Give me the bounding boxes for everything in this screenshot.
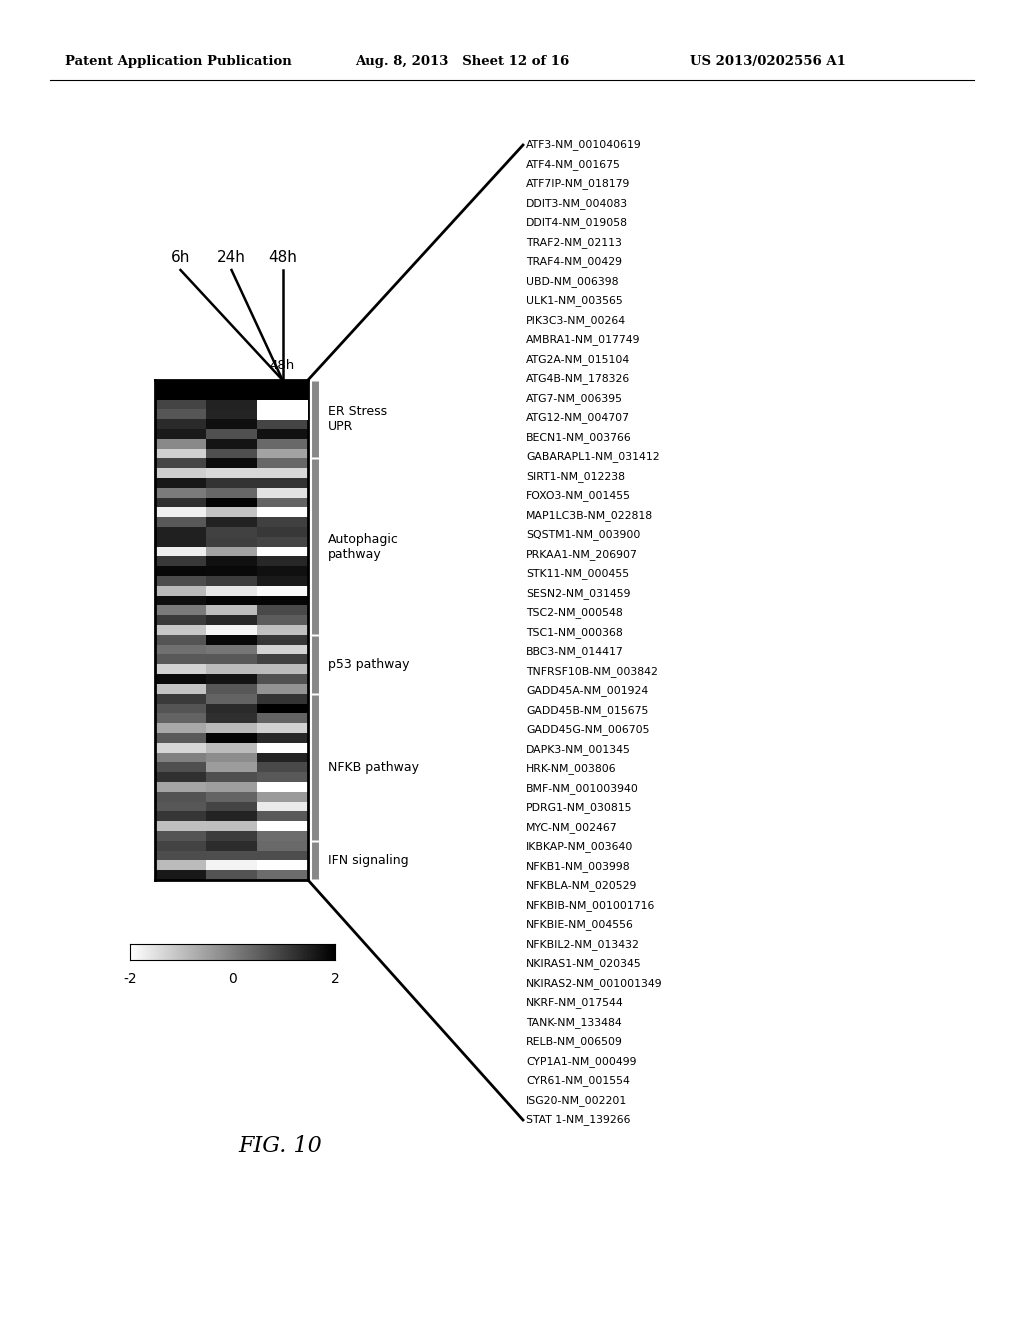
Text: Patent Application Publication: Patent Application Publication [65,55,292,69]
Text: ATG12-NM_004707: ATG12-NM_004707 [526,413,630,424]
Text: NFKBIB-NM_001001716: NFKBIB-NM_001001716 [526,900,655,911]
Text: Aug. 8, 2013   Sheet 12 of 16: Aug. 8, 2013 Sheet 12 of 16 [355,55,569,69]
Text: MYC-NM_002467: MYC-NM_002467 [526,822,617,833]
Text: IFN signaling: IFN signaling [328,854,409,867]
Text: CYR61-NM_001554: CYR61-NM_001554 [526,1076,630,1086]
Text: ISG20-NM_002201: ISG20-NM_002201 [526,1096,628,1106]
Text: ATF7IP-NM_018179: ATF7IP-NM_018179 [526,178,631,190]
Text: SIRT1-NM_012238: SIRT1-NM_012238 [526,471,625,482]
Text: -2: -2 [123,972,137,986]
Text: NKRF-NM_017544: NKRF-NM_017544 [526,998,624,1008]
Text: RELB-NM_006509: RELB-NM_006509 [526,1036,623,1048]
Text: 2: 2 [331,972,339,986]
Text: FOXO3-NM_001455: FOXO3-NM_001455 [526,491,631,502]
Text: CYP1A1-NM_000499: CYP1A1-NM_000499 [526,1056,637,1067]
Text: SQSTM1-NM_003900: SQSTM1-NM_003900 [526,529,640,540]
Text: ER Stress
UPR: ER Stress UPR [328,405,387,433]
Text: DDIT3-NM_004083: DDIT3-NM_004083 [526,198,628,209]
Text: ATF4-NM_001675: ATF4-NM_001675 [526,158,621,170]
Text: TANK-NM_133484: TANK-NM_133484 [526,1016,622,1028]
Text: DAPK3-NM_001345: DAPK3-NM_001345 [526,744,631,755]
Text: NFKBIE-NM_004556: NFKBIE-NM_004556 [526,920,634,931]
Text: NKIRAS1-NM_020345: NKIRAS1-NM_020345 [526,958,642,969]
Text: BMF-NM_001003940: BMF-NM_001003940 [526,783,639,793]
Text: GADD45G-NM_006705: GADD45G-NM_006705 [526,725,649,735]
Text: 0: 0 [228,972,237,986]
Text: UBD-NM_006398: UBD-NM_006398 [526,276,618,286]
Text: TSC2-NM_000548: TSC2-NM_000548 [526,607,623,619]
Text: GADD45A-NM_001924: GADD45A-NM_001924 [526,685,648,697]
Text: ATG7-NM_006395: ATG7-NM_006395 [526,393,623,404]
Text: PDRG1-NM_030815: PDRG1-NM_030815 [526,803,633,813]
Text: TNFRSF10B-NM_003842: TNFRSF10B-NM_003842 [526,667,657,677]
Text: TRAF4-NM_00429: TRAF4-NM_00429 [526,256,622,268]
Text: IKBKAP-NM_003640: IKBKAP-NM_003640 [526,842,634,853]
Text: GABARAPL1-NM_031412: GABARAPL1-NM_031412 [526,451,659,462]
Text: NFKB1-NM_003998: NFKB1-NM_003998 [526,861,631,873]
Text: PIK3C3-NM_00264: PIK3C3-NM_00264 [526,315,626,326]
Text: GADD45B-NM_015675: GADD45B-NM_015675 [526,705,648,715]
Text: Autophagic
pathway: Autophagic pathway [328,533,399,561]
Text: ATG4B-NM_178326: ATG4B-NM_178326 [526,374,630,384]
Text: 24h: 24h [217,249,246,265]
Text: 48h: 48h [268,249,297,265]
Text: PRKAA1-NM_206907: PRKAA1-NM_206907 [526,549,638,560]
Text: ULK1-NM_003565: ULK1-NM_003565 [526,296,623,306]
Text: AMBRA1-NM_017749: AMBRA1-NM_017749 [526,334,640,346]
Bar [257,380,308,420]
Text: STAT 1-NM_139266: STAT 1-NM_139266 [526,1114,631,1126]
Text: NKIRAS2-NM_001001349: NKIRAS2-NM_001001349 [526,978,663,989]
Bar [155,380,308,400]
Text: p53 pathway: p53 pathway [328,657,410,671]
Text: SESN2-NM_031459: SESN2-NM_031459 [526,587,631,599]
Text: FIG. 10: FIG. 10 [239,1135,322,1158]
Text: TRAF2-NM_02113: TRAF2-NM_02113 [526,238,622,248]
Text: STK11-NM_000455: STK11-NM_000455 [526,569,629,579]
Text: 48h: 48h [270,359,295,372]
Text: TSC1-NM_000368: TSC1-NM_000368 [526,627,623,638]
Text: HRK-NM_003806: HRK-NM_003806 [526,763,616,775]
Text: ATG2A-NM_015104: ATG2A-NM_015104 [526,354,630,364]
Text: NFKBIL2-NM_013432: NFKBIL2-NM_013432 [526,939,640,950]
Text: MAP1LC3B-NM_022818: MAP1LC3B-NM_022818 [526,510,653,521]
Text: ATF3-NM_001040619: ATF3-NM_001040619 [526,140,642,150]
Text: NFKB pathway: NFKB pathway [328,760,419,774]
Text: US 2013/0202556 A1: US 2013/0202556 A1 [690,55,846,69]
Text: DDIT4-NM_019058: DDIT4-NM_019058 [526,218,628,228]
Text: BBC3-NM_014417: BBC3-NM_014417 [526,647,624,657]
Text: NFKBLA-NM_020529: NFKBLA-NM_020529 [526,880,637,891]
Text: 6h: 6h [171,249,190,265]
Text: BECN1-NM_003766: BECN1-NM_003766 [526,432,632,444]
